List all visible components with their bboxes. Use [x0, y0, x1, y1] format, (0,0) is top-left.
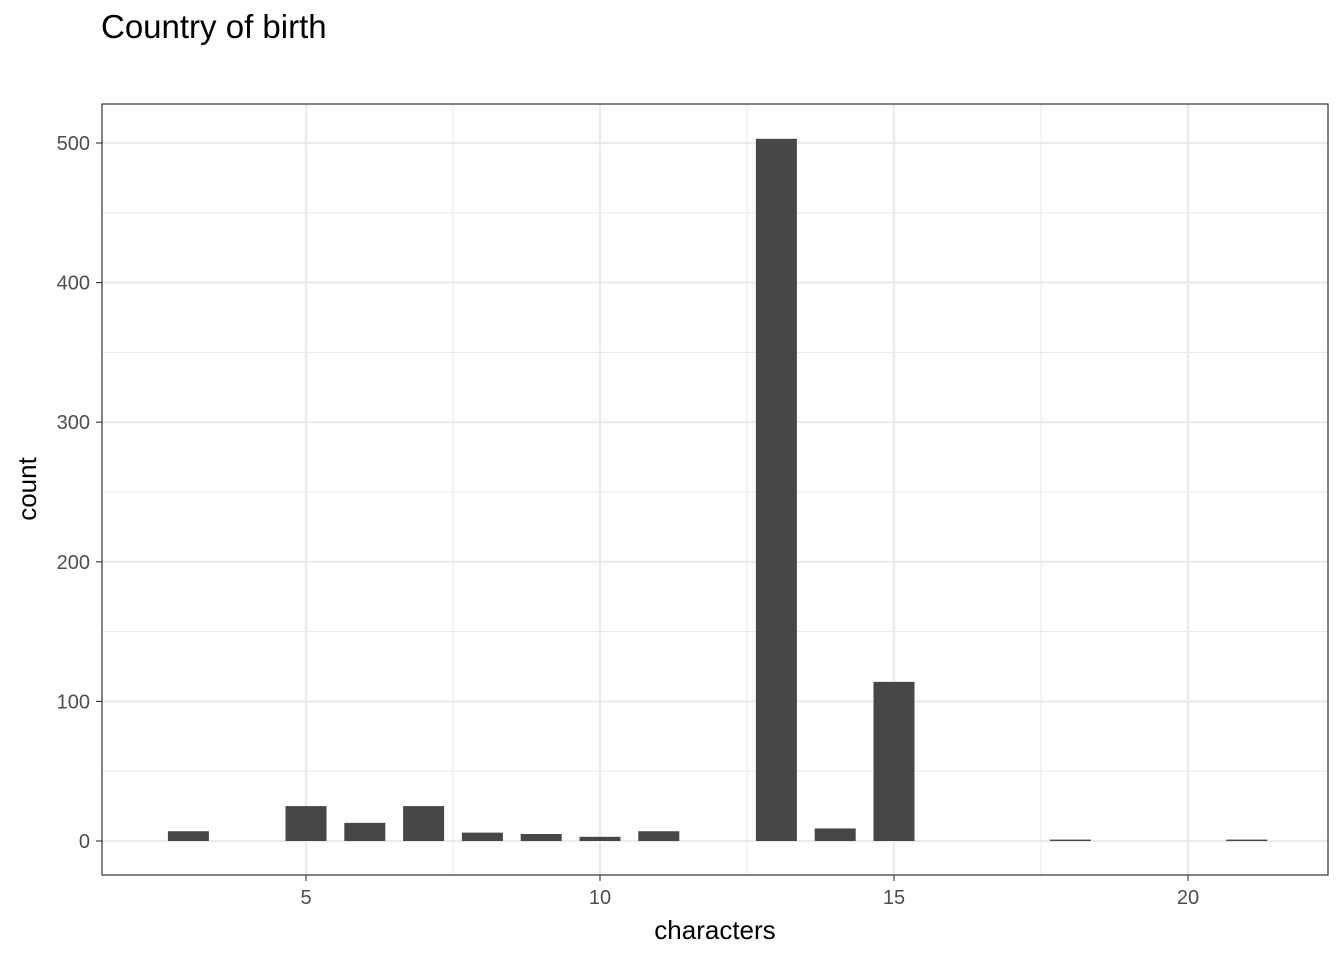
bar: [520, 834, 562, 841]
minor-gridlines: [102, 104, 1328, 875]
y-tick-label: 500: [57, 133, 90, 155]
y-tick-label: 400: [57, 273, 90, 295]
y-tick-label: 300: [57, 412, 90, 434]
y-axis-title: count: [12, 456, 42, 520]
bar: [814, 828, 856, 841]
y-tick-label: 200: [57, 552, 90, 574]
bars: [167, 138, 1268, 841]
y-tick-label: 100: [57, 691, 90, 713]
panel-border: [101, 103, 1329, 876]
bar: [873, 681, 915, 841]
y-axis: 0 100 200 300 400 500: [57, 133, 102, 853]
bar: [167, 831, 209, 841]
bar: [579, 836, 621, 841]
x-tick-label: 15: [883, 887, 905, 909]
y-tick-label: 0: [79, 831, 90, 853]
bar: [638, 831, 680, 841]
bar: [344, 822, 386, 841]
bar: [1049, 839, 1091, 841]
bar: [461, 832, 503, 841]
bar: [403, 806, 445, 841]
x-tick-label: 5: [300, 887, 311, 909]
x-axis: 5 10 15 20: [300, 875, 1199, 909]
x-axis-title: characters: [654, 915, 775, 945]
bar: [1226, 839, 1268, 841]
chart-title: Country of birth: [101, 8, 327, 45]
x-tick-label: 10: [589, 887, 611, 909]
bar: [285, 806, 327, 841]
major-gridlines: [102, 104, 1328, 875]
x-tick-label: 20: [1177, 887, 1199, 909]
bar: [755, 138, 797, 841]
